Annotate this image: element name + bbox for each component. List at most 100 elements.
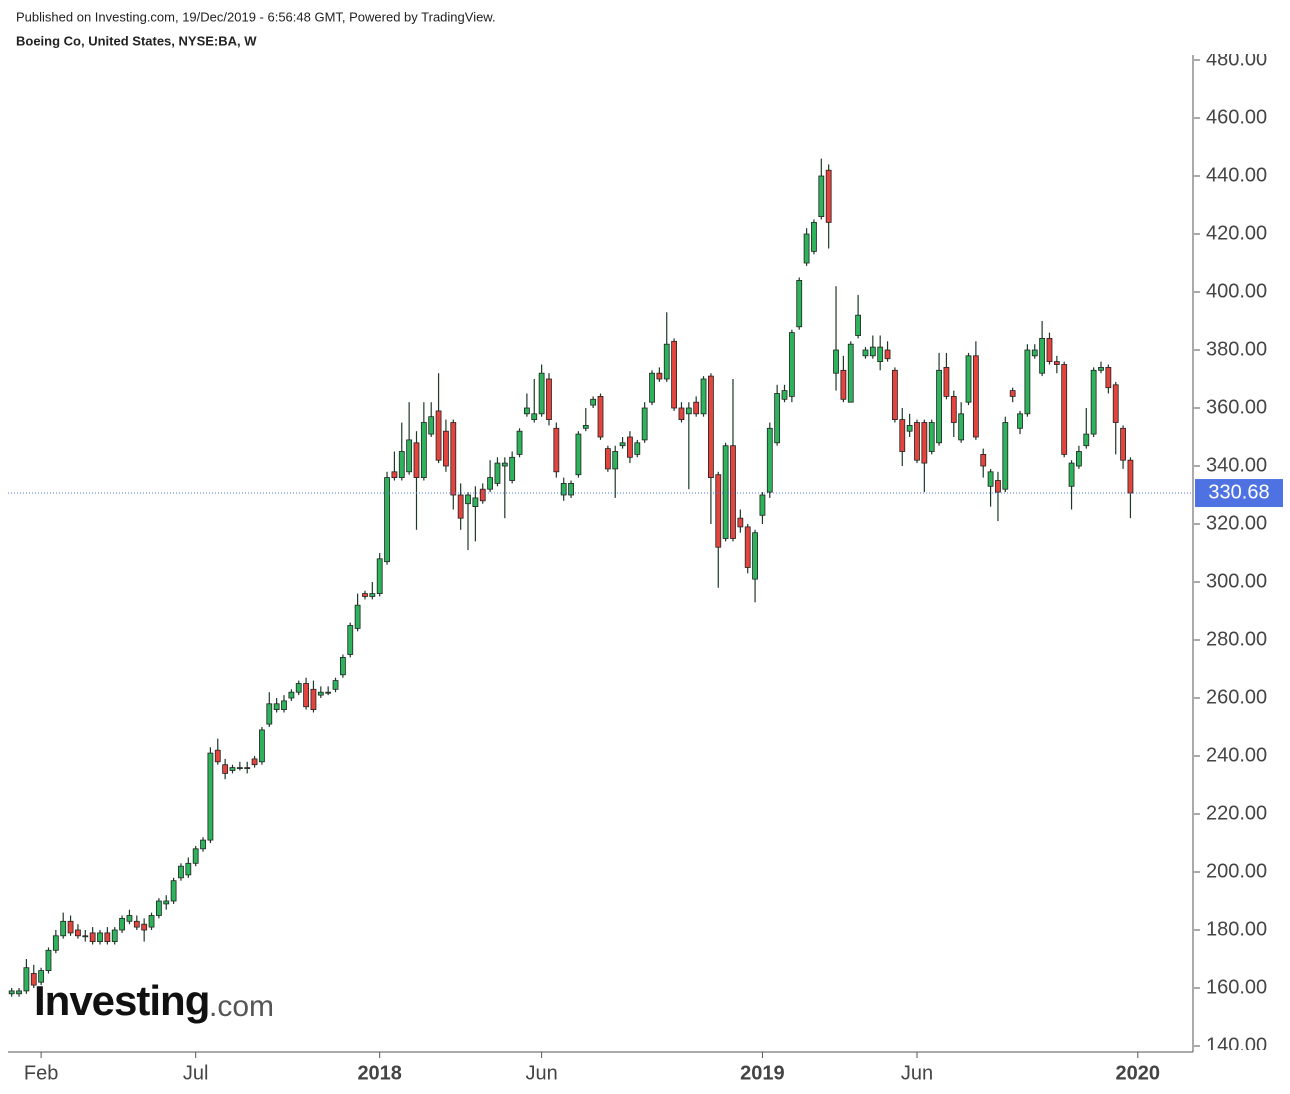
y-tick-label: 320.00 xyxy=(1206,512,1267,534)
candle-body xyxy=(634,442,641,455)
candle-body xyxy=(97,932,103,943)
candle-body xyxy=(303,683,309,708)
candle-body xyxy=(972,355,979,438)
candle-body xyxy=(1068,462,1075,487)
candle-body xyxy=(847,343,854,403)
candle-body xyxy=(568,482,574,496)
candle-body xyxy=(766,427,773,493)
x-tick-label: 2019 xyxy=(740,1062,785,1084)
candle-body xyxy=(428,416,435,435)
candle-body xyxy=(1120,427,1126,461)
candle-body xyxy=(906,424,913,432)
y-axis-labels: 140.00 160.00 180.00 200.00 220.00 240.00 260.… xyxy=(1194,54,1267,1050)
candle-body xyxy=(627,436,633,458)
candle-body xyxy=(928,422,935,452)
candle-body xyxy=(862,349,869,357)
candle-body xyxy=(1031,349,1038,357)
candle-body xyxy=(965,355,972,403)
x-tick-label: Jun xyxy=(901,1062,933,1084)
candle-body xyxy=(649,372,655,403)
candle-body xyxy=(192,848,199,864)
candle-body xyxy=(855,314,862,336)
candle-body xyxy=(575,433,582,476)
candle-body xyxy=(170,880,177,902)
candle-body xyxy=(641,407,648,441)
candle-body xyxy=(560,482,567,496)
candle-body xyxy=(141,923,148,931)
candle-body xyxy=(236,767,243,769)
candle-body xyxy=(869,346,876,357)
candle-body xyxy=(347,625,354,655)
candle-body xyxy=(406,439,413,473)
candle-body xyxy=(494,462,501,484)
candle-body xyxy=(332,680,339,690)
candle-body xyxy=(833,349,839,374)
candle-body xyxy=(553,427,560,473)
y-tick-label: 440.00 xyxy=(1206,164,1267,186)
candle-body xyxy=(722,445,729,539)
candle-body xyxy=(229,767,236,771)
candle-body xyxy=(892,369,898,420)
candle-body xyxy=(420,422,427,478)
candle-body xyxy=(1112,384,1119,423)
logo-suffix: .com xyxy=(209,990,274,1023)
candle-body xyxy=(582,424,589,429)
candle-body xyxy=(200,839,206,850)
candle-body xyxy=(995,480,1001,493)
candle-body xyxy=(339,657,346,676)
candle-body xyxy=(8,990,15,995)
candle-body xyxy=(479,488,486,502)
candle-body xyxy=(148,915,155,928)
y-tick-label: 180.00 xyxy=(1206,918,1267,940)
candle-body xyxy=(89,932,96,943)
candle-body xyxy=(376,558,383,594)
candle-body xyxy=(126,915,133,922)
candle-body xyxy=(119,918,125,931)
candle-body xyxy=(958,413,965,441)
candle-body xyxy=(523,407,530,415)
candle-body xyxy=(214,749,221,763)
candle-body xyxy=(82,935,89,938)
candle-body xyxy=(884,349,891,360)
candle-body xyxy=(980,453,987,467)
y-tick-label: 160.00 xyxy=(1206,976,1267,998)
candle-body xyxy=(1076,451,1082,467)
y-tick-label: 240.00 xyxy=(1206,744,1267,766)
candle-body xyxy=(1090,369,1097,435)
candle-body xyxy=(369,593,376,597)
candle-body xyxy=(67,920,74,934)
candle-body xyxy=(281,700,287,711)
candle-body xyxy=(1002,422,1009,490)
x-tick-label: 2020 xyxy=(1116,1062,1161,1084)
x-tick-label: Feb xyxy=(24,1062,58,1084)
candle-body xyxy=(310,688,317,710)
candle-body xyxy=(811,221,817,252)
candle-body xyxy=(796,279,803,328)
candle-body xyxy=(950,395,957,423)
published-note: Published on Investing.com, 19/Dec/2019 … xyxy=(16,9,496,24)
candle-body xyxy=(384,477,390,563)
candle-body xyxy=(273,703,280,710)
candle-body xyxy=(1039,337,1046,374)
y-tick-label: 460.00 xyxy=(1206,106,1267,128)
candle-body xyxy=(133,920,140,928)
candle-body xyxy=(774,393,781,444)
candle-body xyxy=(266,703,273,725)
candle-body xyxy=(943,366,950,397)
candle-body xyxy=(656,372,663,380)
candle-body xyxy=(685,407,692,415)
candle-body xyxy=(398,451,405,479)
candle-body xyxy=(840,369,847,400)
candle-body xyxy=(413,442,420,478)
candle-body xyxy=(700,378,707,415)
candle-body xyxy=(75,929,81,937)
candle-body xyxy=(60,920,67,937)
y-tick-label: 380.00 xyxy=(1206,338,1267,360)
y-tick-label: 400.00 xyxy=(1206,280,1267,302)
candle-body xyxy=(752,532,758,580)
candle-body xyxy=(546,378,552,420)
x-tick-label: Jun xyxy=(525,1062,557,1084)
candle-body xyxy=(30,973,37,986)
candle-body xyxy=(604,448,611,470)
